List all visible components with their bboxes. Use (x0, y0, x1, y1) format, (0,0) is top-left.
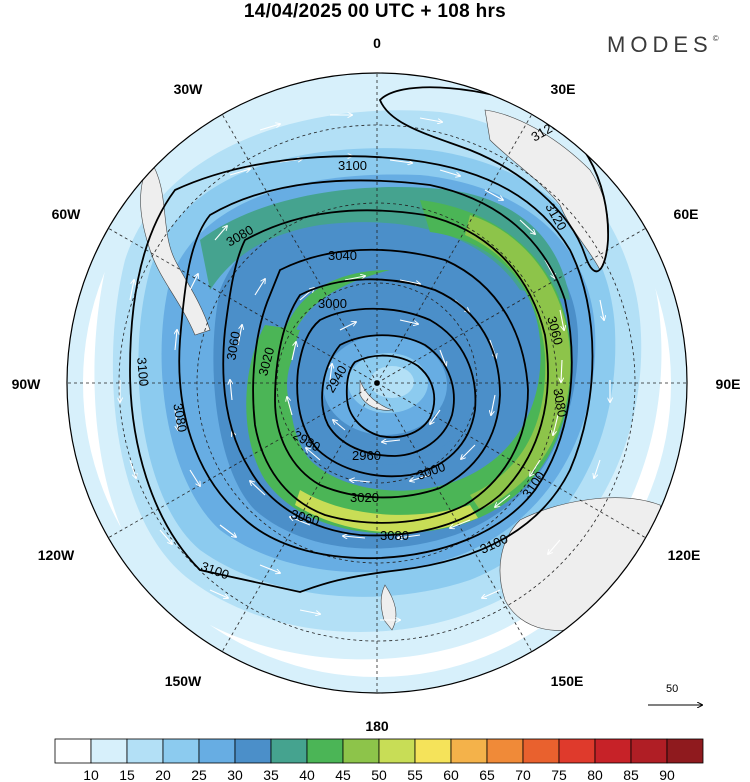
contour-label: 3100 (338, 158, 367, 173)
contour-label: 3060 (223, 330, 243, 361)
contour-label: 3080 (170, 402, 190, 433)
brand-logo: MODES© (607, 32, 719, 57)
contour-label: 3020 (255, 346, 277, 378)
contour-label: 3060 (289, 506, 321, 528)
lon-label-90e: 90E (716, 376, 741, 392)
contour-label: 3080 (550, 387, 570, 418)
lon-label-60e: 60E (674, 206, 699, 222)
brand-text: MODES (607, 32, 713, 57)
lon-label-0: 0 (373, 35, 381, 51)
contour-label: 3060 (544, 315, 566, 347)
wind-speed-field: 3120 3120 3100 3080 3040 3060 3000 3060 … (67, 73, 687, 693)
reference-vector-label: 50 (666, 683, 679, 695)
height-contours (129, 86, 609, 593)
pole-marker (374, 380, 380, 386)
contour-label: 3000 (318, 296, 347, 311)
lon-label-30e: 30E (551, 81, 576, 97)
contour-label: 3020 (350, 490, 379, 505)
lon-label-60w: 60W (52, 206, 82, 222)
lon-label-30w: 30W (174, 81, 204, 97)
graticule (67, 73, 687, 693)
contour-label: 3100 (134, 357, 151, 387)
lon-label-150e: 150E (551, 673, 584, 689)
contour-label: 2960 (352, 448, 381, 463)
lon-label-150w: 150W (165, 673, 202, 689)
longitude-labels: 0 30E 60E 90E 120E 150E 180 150W 120W 90… (12, 35, 741, 734)
lon-label-120w: 120W (38, 547, 75, 563)
wind-vectors (120, 115, 610, 620)
map-border (66, 72, 688, 694)
contour-label: 3040 (328, 248, 357, 263)
lon-label-180: 180 (365, 718, 389, 734)
contour-label: 3080 (380, 528, 409, 543)
lon-label-120e: 120E (668, 547, 701, 563)
map-title: 14/04/2025 00 UTC + 108 hrs (243, 1, 507, 22)
lon-label-90w: 90W (12, 376, 42, 392)
